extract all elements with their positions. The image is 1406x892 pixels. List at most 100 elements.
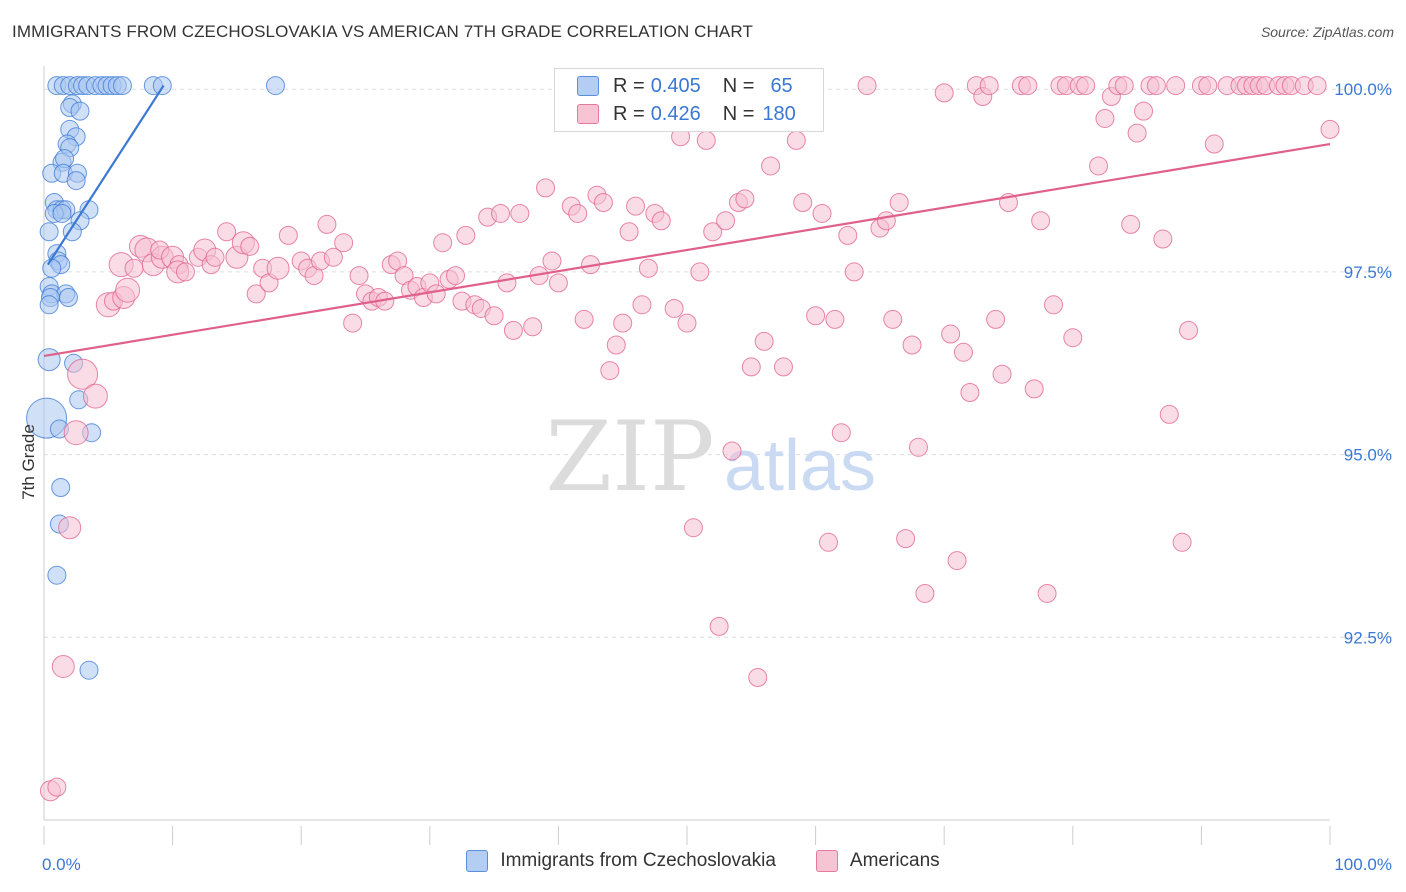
point-americans bbox=[323, 247, 343, 267]
point-americans bbox=[433, 233, 453, 253]
point-americans bbox=[51, 655, 75, 679]
point-americans bbox=[1121, 214, 1141, 234]
point-americans bbox=[503, 320, 523, 340]
y-tick-label: 100.0% bbox=[1334, 80, 1392, 99]
point-americans bbox=[651, 211, 671, 231]
point-americans bbox=[831, 423, 851, 443]
point-americans bbox=[1114, 76, 1134, 96]
point-americans bbox=[600, 361, 620, 381]
point-americans bbox=[317, 214, 337, 234]
stats-row-americans: R = 0.426 N = 180 bbox=[577, 101, 796, 127]
point-americans bbox=[1044, 295, 1064, 315]
point-americans bbox=[568, 203, 588, 223]
point-czechoslovakia bbox=[47, 565, 67, 585]
point-czechoslovakia bbox=[112, 76, 132, 96]
point-americans bbox=[941, 324, 961, 344]
point-americans bbox=[683, 518, 703, 538]
point-americans bbox=[1166, 76, 1186, 96]
point-americans bbox=[217, 222, 237, 242]
point-czechoslovakia bbox=[39, 222, 59, 242]
point-americans bbox=[510, 203, 530, 223]
point-americans bbox=[992, 364, 1012, 384]
point-americans bbox=[613, 313, 633, 333]
point-czechoslovakia bbox=[62, 222, 82, 242]
point-americans bbox=[986, 309, 1006, 329]
point-czechoslovakia bbox=[66, 171, 86, 191]
tick-labels: 92.5% 95.0% 97.5% 100.0% 0.0% 100.0% bbox=[42, 80, 1392, 874]
legend-item-americans[interactable]: Americans bbox=[815, 850, 940, 872]
trend-line-czechoslovakia bbox=[46, 84, 165, 266]
point-americans bbox=[491, 203, 511, 223]
axes bbox=[43, 66, 1331, 845]
point-americans bbox=[876, 211, 896, 231]
point-americans bbox=[844, 262, 864, 282]
point-czechoslovakia bbox=[52, 203, 72, 223]
point-americans bbox=[716, 211, 736, 231]
point-americans bbox=[456, 225, 476, 245]
point-americans bbox=[773, 357, 793, 377]
point-americans bbox=[349, 266, 369, 286]
point-americans bbox=[786, 130, 806, 150]
point-americans bbox=[1198, 76, 1218, 96]
points bbox=[26, 76, 1340, 802]
x-tick-label: 100.0% bbox=[1334, 855, 1392, 874]
point-americans bbox=[1172, 532, 1192, 552]
point-americans bbox=[1031, 211, 1051, 231]
point-americans bbox=[1076, 76, 1096, 96]
point-americans bbox=[953, 342, 973, 362]
point-americans bbox=[793, 193, 813, 212]
watermark: ZIP atlas bbox=[545, 401, 876, 513]
point-americans bbox=[266, 256, 290, 280]
point-americans bbox=[838, 225, 858, 245]
legend-item-czechoslovakia[interactable]: Immigrants from Czechoslovakia bbox=[466, 850, 776, 872]
point-americans bbox=[703, 222, 723, 242]
point-americans bbox=[1146, 76, 1166, 96]
stats-swatch-americans bbox=[577, 104, 599, 124]
point-czechoslovakia bbox=[51, 478, 71, 497]
r-label: R = bbox=[613, 74, 645, 97]
point-americans bbox=[619, 222, 639, 242]
watermark-atlas: atlas bbox=[724, 426, 876, 506]
n-value: 65 bbox=[770, 74, 793, 97]
point-americans bbox=[334, 233, 354, 253]
stats-swatch-czechoslovakia bbox=[577, 76, 599, 96]
point-americans bbox=[857, 76, 877, 96]
point-americans bbox=[606, 335, 626, 355]
legend-swatch-americans bbox=[815, 850, 838, 872]
point-americans bbox=[902, 335, 922, 355]
point-americans bbox=[709, 616, 729, 636]
point-americans bbox=[175, 262, 195, 282]
point-americans bbox=[908, 437, 928, 457]
point-americans bbox=[735, 189, 755, 209]
point-americans bbox=[677, 313, 697, 333]
point-czechoslovakia bbox=[39, 295, 59, 315]
point-americans bbox=[638, 258, 658, 278]
point-americans bbox=[947, 551, 967, 571]
point-czechoslovakia bbox=[79, 660, 99, 680]
point-americans bbox=[825, 309, 845, 329]
point-americans bbox=[1204, 134, 1224, 154]
point-americans bbox=[1018, 76, 1038, 96]
legend-label-americans: Americans bbox=[849, 850, 940, 871]
point-americans bbox=[542, 251, 562, 271]
point-americans bbox=[1159, 404, 1179, 424]
point-americans bbox=[124, 258, 144, 278]
r-value: 0.426 bbox=[650, 102, 701, 125]
point-americans bbox=[979, 76, 999, 96]
r-value: 0.405 bbox=[650, 74, 701, 97]
point-americans bbox=[754, 331, 774, 351]
point-americans bbox=[741, 357, 761, 377]
point-americans bbox=[426, 284, 446, 304]
y-axis-label: 7th Grade bbox=[19, 424, 38, 500]
legend-swatch-czechoslovakia bbox=[466, 850, 489, 872]
point-americans bbox=[574, 309, 594, 329]
point-americans bbox=[1063, 328, 1083, 348]
point-americans bbox=[896, 529, 916, 549]
point-czechoslovakia bbox=[265, 76, 285, 96]
point-americans bbox=[690, 262, 710, 282]
point-czechoslovakia bbox=[42, 258, 62, 278]
point-americans bbox=[1179, 320, 1199, 340]
point-americans bbox=[115, 277, 141, 303]
grid bbox=[44, 88, 1392, 638]
point-americans bbox=[246, 284, 266, 304]
